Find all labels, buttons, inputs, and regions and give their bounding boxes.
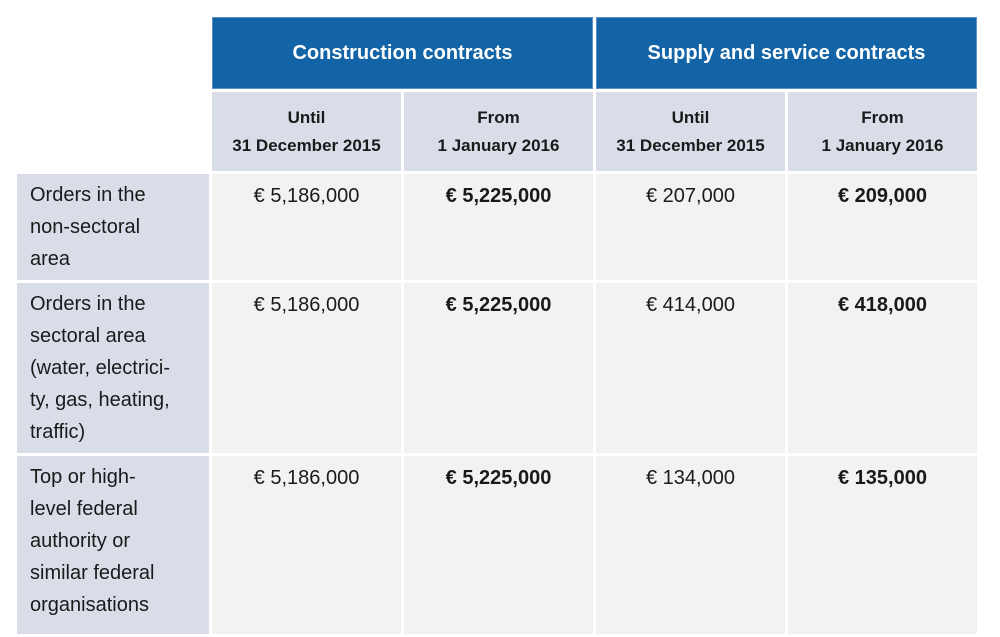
column-header-from-2016: From 1 January 2016 xyxy=(404,92,593,171)
group-header-construction-contracts: Construction contracts xyxy=(212,17,593,89)
procurement-thresholds-table: Construction contracts Supply and servic… xyxy=(14,14,980,637)
value-cell: € 5,225,000 xyxy=(404,456,593,634)
group-header-row: Construction contracts Supply and servic… xyxy=(17,17,977,89)
value-cell: € 5,186,000 xyxy=(212,174,401,280)
row-label-sectoral: Orders in the sectoral area (water, elec… xyxy=(17,283,209,453)
column-header-from-2016: From 1 January 2016 xyxy=(788,92,977,171)
value-cell: € 134,000 xyxy=(596,456,785,634)
column-header-row: Until 31 December 2015 From 1 January 20… xyxy=(17,92,977,171)
value-cell: € 414,000 xyxy=(596,283,785,453)
value-cell: € 5,186,000 xyxy=(212,456,401,634)
row-label-federal-authority: Top or high- level federal authority or … xyxy=(17,456,209,634)
corner-spacer xyxy=(17,92,209,171)
value-cell: € 5,186,000 xyxy=(212,283,401,453)
value-cell: € 5,225,000 xyxy=(404,174,593,280)
value-cell: € 209,000 xyxy=(788,174,977,280)
value-cell: € 135,000 xyxy=(788,456,977,634)
value-cell: € 207,000 xyxy=(596,174,785,280)
column-header-until-2015: Until 31 December 2015 xyxy=(596,92,785,171)
table-row: Orders in the sectoral area (water, elec… xyxy=(17,283,977,453)
table-row: Orders in the non-sectoral area € 5,186,… xyxy=(17,174,977,280)
value-cell: € 418,000 xyxy=(788,283,977,453)
table-row: Top or high- level federal authority or … xyxy=(17,456,977,634)
column-header-until-2015: Until 31 December 2015 xyxy=(212,92,401,171)
thresholds-table-container: Construction contracts Supply and servic… xyxy=(14,14,980,637)
group-header-supply-service-contracts: Supply and service contracts xyxy=(596,17,977,89)
row-label-non-sectoral: Orders in the non-sectoral area xyxy=(17,174,209,280)
corner-spacer xyxy=(17,17,209,89)
value-cell: € 5,225,000 xyxy=(404,283,593,453)
